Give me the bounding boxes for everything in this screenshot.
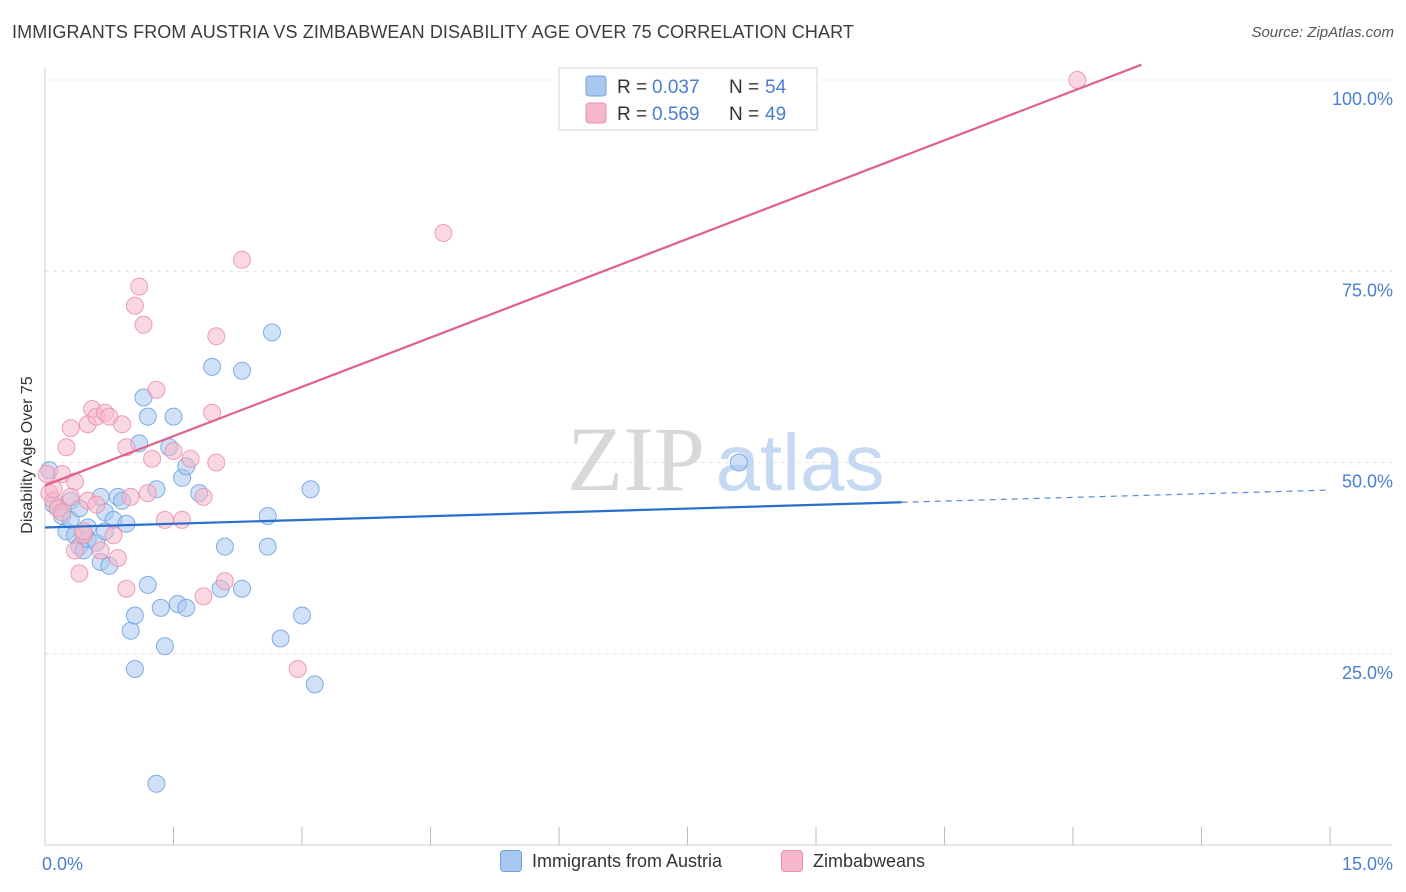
data-points	[37, 71, 1087, 793]
legend-label-zimbabweans: Zimbabweans	[813, 850, 926, 871]
legend-r-value: 0.569	[652, 104, 700, 125]
point-austria	[263, 323, 281, 342]
point-austria	[233, 579, 251, 598]
point-zimbabwean	[181, 449, 200, 468]
point-austria	[215, 537, 234, 556]
point-zimbabwean	[53, 503, 72, 522]
y-tick-label: 25.0%	[1342, 663, 1393, 683]
legend-item-zimbabweans: Zimbabweans	[781, 850, 925, 872]
y-tick-label: 75.0%	[1342, 280, 1393, 300]
point-zimbabwean	[61, 487, 80, 506]
point-austria	[117, 514, 136, 533]
point-zimbabwean	[57, 438, 76, 457]
point-austria	[177, 598, 196, 617]
point-zimbabwean	[117, 579, 136, 598]
trend-line-austria	[44, 501, 902, 529]
point-austria	[271, 629, 290, 648]
legend-item-austria: Immigrants from Austria	[500, 850, 722, 872]
point-zimbabwean	[194, 587, 213, 606]
trend-lines	[44, 63, 1331, 529]
point-zimbabwean	[207, 327, 226, 346]
legend-r-label: R =	[617, 104, 647, 125]
legend-n-label: N =	[729, 77, 759, 98]
point-zimbabwean	[194, 487, 213, 506]
point-zimbabwean	[207, 453, 226, 472]
chart-title: IMMIGRANTS FROM AUSTRIA VS ZIMBABWEAN DI…	[12, 22, 854, 42]
trend-line-austria-extension	[901, 489, 1331, 503]
point-austria	[138, 575, 157, 594]
point-zimbabwean	[70, 564, 89, 583]
point-zimbabwean	[173, 510, 192, 529]
point-zimbabwean	[143, 449, 162, 468]
legend-stats: R = 0.037 N = 54 R = 0.569 N = 49	[558, 67, 818, 131]
legend-n-value: 54	[765, 77, 787, 98]
point-austria	[138, 407, 157, 426]
source-label: Source: ZipAtlas.com	[1251, 24, 1394, 41]
point-austria	[203, 357, 222, 376]
legend-swatch-blue	[585, 75, 607, 97]
point-zimbabwean	[66, 541, 84, 560]
point-zimbabwean	[134, 315, 153, 334]
point-zimbabwean	[108, 549, 127, 568]
point-austria	[293, 606, 311, 625]
point-austria	[155, 637, 174, 656]
legend-swatch-zimbabweans	[781, 850, 803, 872]
point-zimbabwean	[288, 660, 307, 678]
point-zimbabwean	[113, 415, 132, 434]
watermark: ZIP atlas	[567, 408, 884, 510]
point-zimbabwean	[104, 526, 123, 545]
point-zimbabwean	[215, 572, 234, 591]
point-austria	[305, 675, 324, 694]
point-austria	[164, 407, 183, 426]
point-austria	[729, 453, 748, 472]
point-zimbabwean	[61, 419, 80, 438]
point-zimbabwean	[125, 296, 144, 315]
legend-label-austria: Immigrants from Austria	[532, 850, 723, 871]
point-zimbabwean	[434, 224, 453, 242]
tick-labels: 25.0% 50.0% 75.0% 100.0% 0.0% 15.0%	[42, 89, 1393, 874]
legend-n-value: 49	[765, 104, 786, 125]
point-zimbabwean	[138, 484, 157, 503]
point-zimbabwean	[37, 465, 56, 483]
point-zimbabwean	[121, 487, 140, 506]
point-austria	[301, 480, 320, 499]
point-austria	[125, 606, 144, 625]
x-tick-label: 0.0%	[42, 854, 83, 874]
point-zimbabwean	[87, 495, 106, 514]
point-austria	[147, 774, 166, 793]
point-austria	[233, 361, 251, 380]
y-tick-label: 50.0%	[1342, 472, 1393, 492]
legend-swatch-austria	[500, 850, 522, 872]
point-zimbabwean	[91, 541, 110, 560]
point-zimbabwean	[147, 380, 166, 399]
axes	[44, 68, 1392, 846]
legend-bottom: Immigrants from Austria Zimbabweans	[0, 850, 1406, 880]
point-austria	[151, 598, 170, 617]
point-zimbabwean	[233, 250, 251, 269]
x-tick-label: 15.0%	[1342, 854, 1393, 874]
legend-r-value: 0.037	[652, 77, 700, 98]
legend-n-label: N =	[729, 104, 759, 125]
trend-line-zimbabwean	[44, 63, 1142, 487]
point-austria	[125, 660, 144, 678]
legend-swatch-pink	[585, 102, 607, 124]
point-zimbabwean	[155, 510, 174, 529]
point-austria	[258, 537, 277, 556]
point-austria	[121, 621, 140, 640]
legend-r-label: R =	[617, 77, 647, 98]
y-tick-label: 100.0%	[1332, 89, 1393, 109]
point-zimbabwean	[44, 480, 63, 499]
point-zimbabwean	[164, 442, 183, 460]
watermark-zip: ZIP	[567, 408, 705, 510]
point-zimbabwean	[130, 277, 149, 296]
